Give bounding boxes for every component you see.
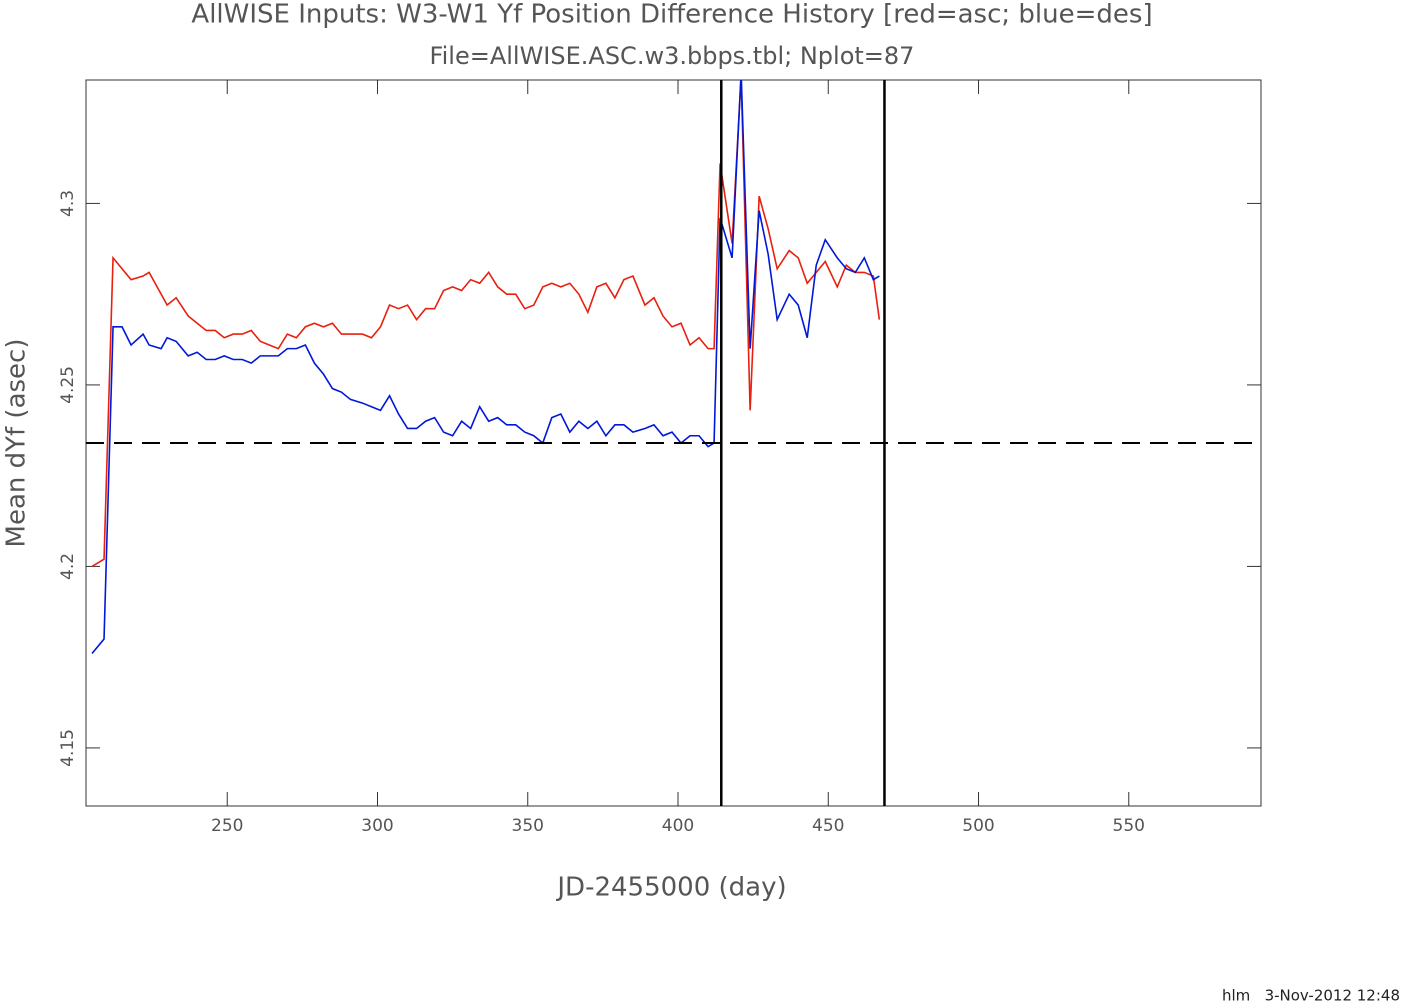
y-tick-label: 4.2 (58, 553, 78, 580)
footer: hlm 3-Nov-2012 12:48 (1222, 987, 1400, 1002)
x-tick-label: 300 (361, 816, 393, 836)
y-tick-label: 4.15 (58, 729, 78, 767)
series-line (91, 80, 881, 568)
x-tick-label: 400 (662, 816, 694, 836)
x-tick-label: 450 (812, 816, 844, 836)
y-tick-label: 4.25 (58, 366, 78, 404)
x-tick-label: 250 (211, 816, 243, 836)
x-tick-label: 550 (1113, 816, 1145, 836)
y-tick-label: 4.3 (58, 190, 78, 217)
x-axis-label: JD-2455000 (day) (555, 873, 786, 903)
chart-subtitle: File=AllWISE.ASC.w3.bbps.tbl; Nplot=87 (430, 42, 915, 70)
x-tick-label: 350 (512, 816, 544, 836)
x-tick-label: 500 (962, 816, 994, 836)
series-line (91, 80, 880, 655)
y-axis-label: Mean dYf (asec) (2, 339, 32, 548)
chart-title: AllWISE Inputs: W3-W1 Yf Position Differ… (191, 0, 1152, 30)
